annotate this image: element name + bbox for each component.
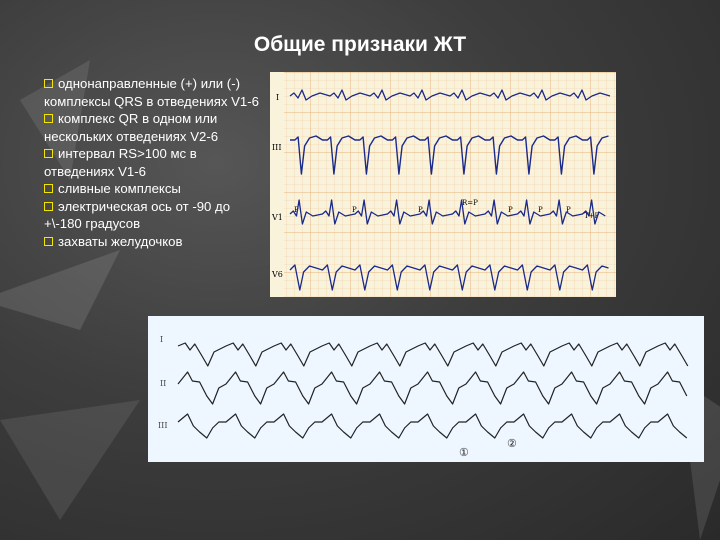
- ecg-annotation: P: [538, 206, 543, 214]
- ecg-annotation: P: [418, 206, 423, 214]
- ecg-trace-lead-i: [289, 89, 611, 101]
- ecg-trace-lead-iii: [290, 135, 609, 175]
- bullet-item: захваты желудочков: [44, 233, 269, 251]
- lead-label: II: [160, 379, 166, 388]
- ecg-grid: [284, 72, 616, 297]
- ecg-trace-lead-iii: [177, 413, 688, 439]
- bullet-item: электрическая ось от -90 до +\-180 граду…: [44, 198, 231, 231]
- ecg-annotation: P: [566, 206, 571, 214]
- lead-label: I: [276, 93, 279, 102]
- lead-label: V6: [271, 270, 283, 279]
- ecg-strip-bottom: I II III ① ②: [148, 316, 704, 462]
- ecg-annotation: R=P: [462, 199, 478, 207]
- slide-title: Общие признаки ЖТ: [253, 33, 467, 56]
- lead-label: V1: [271, 213, 283, 222]
- ecg-annotation: P: [508, 206, 513, 214]
- lead-label: III: [158, 421, 167, 430]
- ecg-bottom-canvas: I II III ① ②: [158, 335, 689, 459]
- lead-label: III: [272, 143, 281, 152]
- ecg-trace-lead-v6: [289, 264, 609, 291]
- checkbox-bullet-icon: [44, 114, 53, 123]
- ecg-annotation: P: [352, 206, 357, 214]
- bullet-item: комплекс QR в одном или нескольких отвед…: [44, 111, 219, 144]
- lead-label: I: [160, 335, 163, 344]
- checkbox-bullet-icon: [44, 79, 53, 88]
- bullet-list: однонаправленные (+) или (-) комплексы Q…: [44, 75, 269, 250]
- bullet-item: однонаправленные (+) или (-) комплексы Q…: [44, 76, 259, 109]
- ecg-strip-top: I III V1 V6 P P P R=P P P P T+P: [270, 72, 616, 297]
- checkbox-bullet-icon: [44, 184, 53, 193]
- complex-marker: ②: [507, 437, 517, 450]
- ecg-trace-lead-i: [177, 342, 689, 367]
- bullet-item: сливные комплексы: [44, 180, 269, 198]
- ecg-annotation: T+P: [584, 212, 600, 220]
- ecg-annotation: P: [294, 206, 299, 214]
- bullet-item: интервал RS>100 мс в отведениях V1-6: [44, 146, 197, 179]
- ecg-top-canvas: I III V1 V6 P P P R=P P P P T+P: [271, 72, 616, 297]
- ecg-trace-lead-ii: [177, 371, 688, 405]
- checkbox-bullet-icon: [44, 236, 53, 246]
- complex-marker: ①: [459, 446, 469, 459]
- checkbox-bullet-icon: [44, 149, 53, 158]
- ecg-trace-lead-v1: [289, 199, 606, 225]
- checkbox-bullet-icon: [44, 201, 53, 211]
